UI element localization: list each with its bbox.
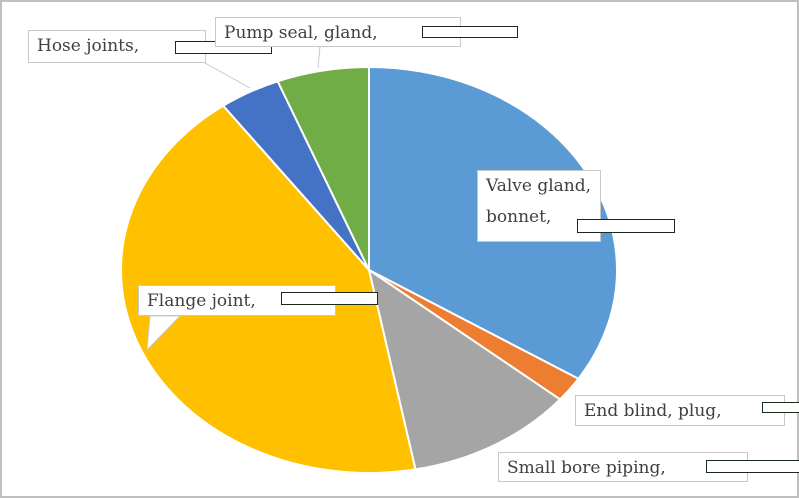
leader-line: [317, 45, 321, 69]
leader-line: [204, 62, 251, 89]
redaction-box: [706, 460, 799, 473]
callout-pointer: [146, 315, 182, 352]
data-label: Valve gland, bonnet,: [477, 170, 601, 242]
redaction-box: [422, 26, 518, 38]
pie-slice: [276, 65, 370, 271]
redaction-box: [762, 402, 799, 413]
data-label: Hose joints,: [28, 30, 206, 63]
data-label: End blind, plug,: [575, 395, 785, 426]
pie-slice: [367, 267, 562, 471]
data-label: Pump seal, gland,: [215, 17, 461, 47]
redaction-box: [281, 292, 378, 305]
redaction-box: [577, 219, 675, 233]
